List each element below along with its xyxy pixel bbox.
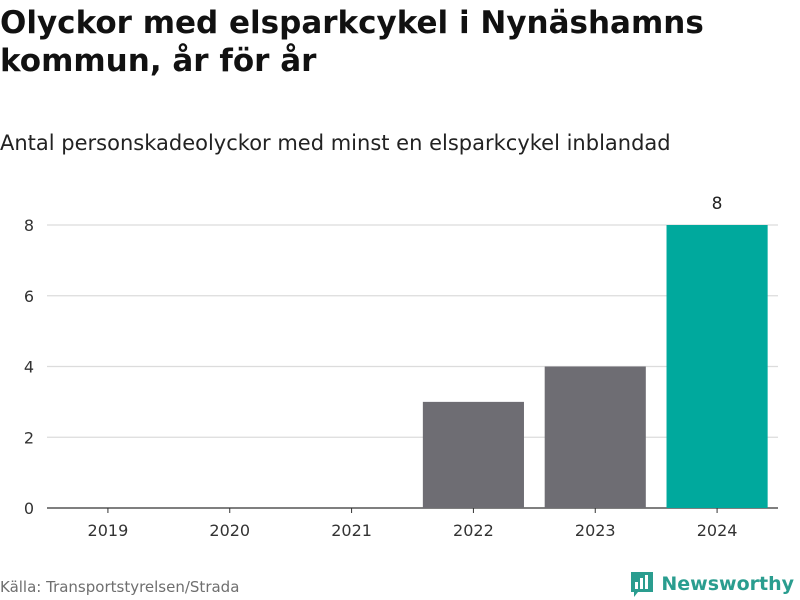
bar-chart: 0 2 4 6 8 2019 2020 2021 2022 2023 2024 8 <box>24 194 778 540</box>
gridlines <box>47 224 778 513</box>
chart-subtitle: Antal personskadeolyckor med minst en el… <box>0 131 671 155</box>
bar-2024 <box>666 225 768 508</box>
y-tick-label: 6 <box>24 287 34 306</box>
x-tick-label: 2019 <box>88 521 129 540</box>
x-tick-label: 2023 <box>575 521 616 540</box>
y-tick-label: 4 <box>24 358 34 377</box>
bar-2022 <box>422 401 524 508</box>
x-tick-label: 2020 <box>209 521 250 540</box>
bar-chart-logo-icon <box>631 572 654 597</box>
x-tick-label: 2021 <box>331 521 372 540</box>
bar-2023 <box>544 366 646 508</box>
x-tick-label: 2022 <box>453 521 494 540</box>
chart-title: Olyckor med elsparkcykel i Nynäshamns ko… <box>0 5 704 79</box>
x-tick-label: 2024 <box>697 521 738 540</box>
data-label: 8 <box>712 194 723 214</box>
brand-name: Newsworthy <box>661 573 794 595</box>
y-tick-label: 2 <box>24 428 34 447</box>
source-note: Källa: Transportstyrelsen/Strada <box>0 578 240 596</box>
y-tick-label: 0 <box>24 499 34 518</box>
bars <box>422 225 768 508</box>
labels: 0 2 4 6 8 2019 2020 2021 2022 2023 2024 8 <box>24 194 738 540</box>
brand-logo[interactable]: Newsworthy <box>629 570 794 598</box>
y-tick-label: 8 <box>24 216 34 235</box>
